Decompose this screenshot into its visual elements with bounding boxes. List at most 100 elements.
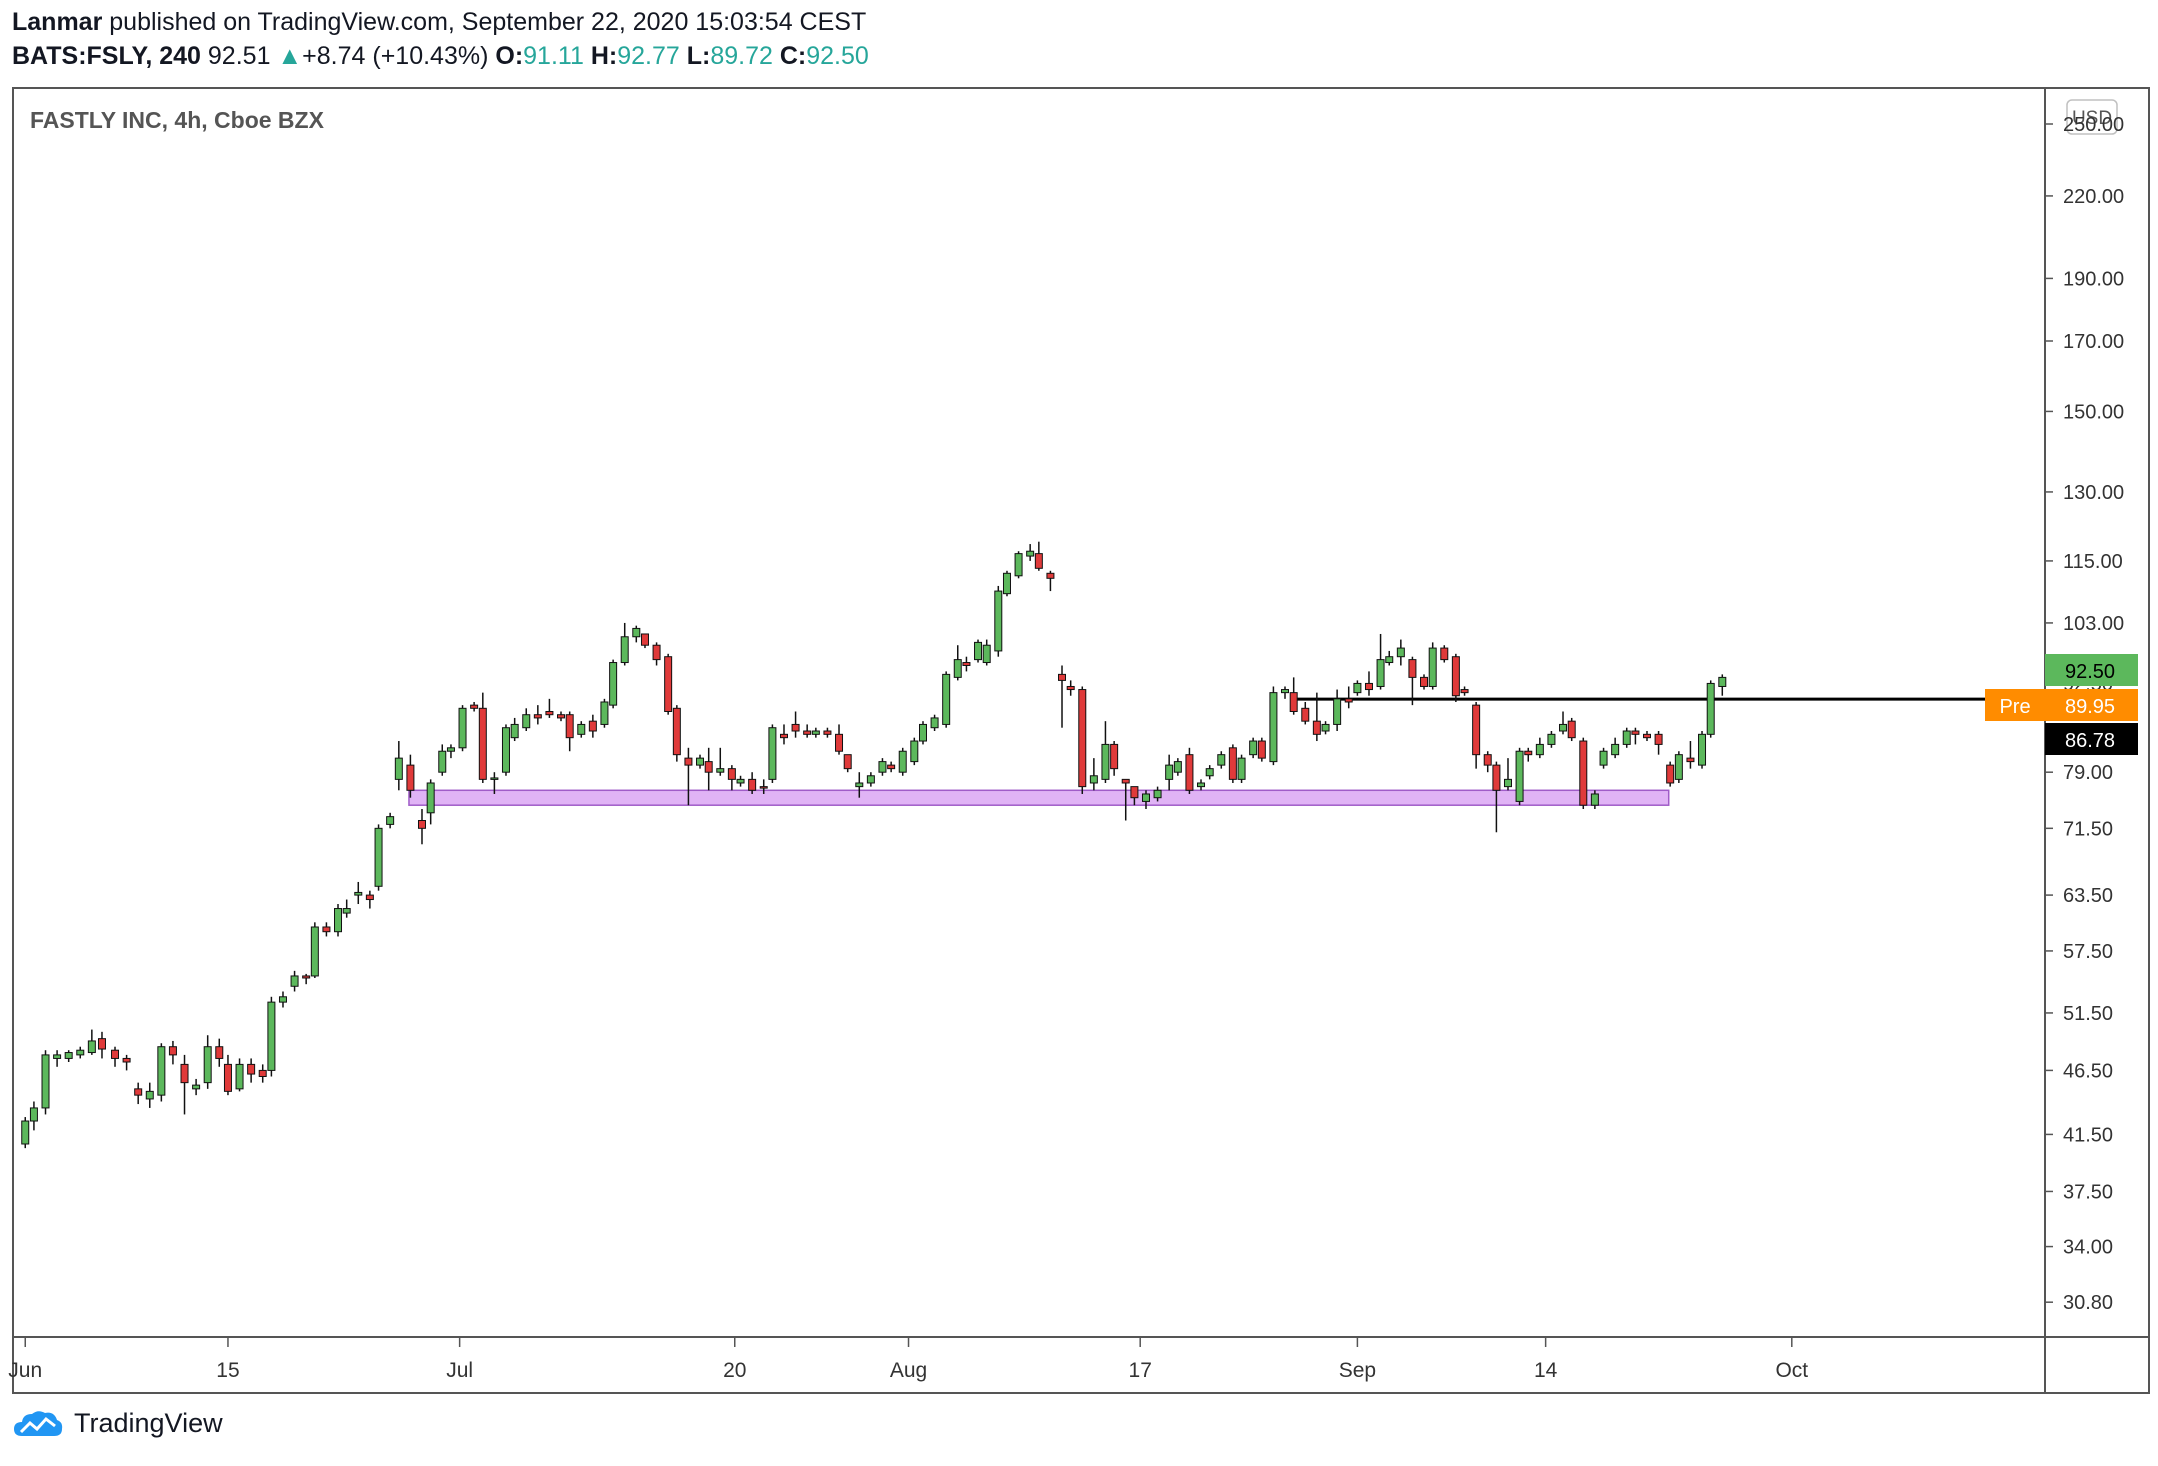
candle-body	[1228, 747, 1237, 780]
candle-body	[1237, 757, 1246, 780]
candle	[203, 1035, 212, 1089]
candle-body	[510, 723, 519, 739]
x-tick-label: Jun	[8, 1359, 42, 1382]
candle-body	[748, 778, 757, 791]
candle-body	[982, 644, 991, 664]
candle	[878, 758, 887, 776]
candle	[974, 639, 983, 663]
high-label: H:	[590, 42, 618, 70]
candle-body	[887, 764, 896, 770]
candle	[1451, 653, 1460, 702]
candle	[1396, 639, 1405, 666]
candle	[1089, 758, 1098, 791]
candle	[87, 1029, 96, 1055]
close-label: C:	[779, 42, 807, 70]
pre-label-bg	[1985, 689, 2045, 721]
candle	[910, 737, 919, 766]
candle	[406, 754, 415, 798]
candle-body	[1269, 692, 1278, 763]
candle	[1101, 721, 1110, 783]
candle-body	[930, 717, 939, 729]
candle-body	[878, 761, 887, 773]
candle-body	[365, 894, 374, 901]
candle-body	[1257, 740, 1266, 759]
candle	[1257, 737, 1266, 762]
candle-body	[1643, 733, 1651, 739]
candle-body	[1321, 723, 1330, 732]
candle	[533, 705, 542, 725]
candle-body	[1440, 647, 1449, 661]
candle-body	[866, 775, 875, 784]
candle-body	[1205, 768, 1214, 777]
candle	[1026, 544, 1035, 561]
currency-button[interactable]: USD	[2066, 99, 2118, 135]
candle-body	[565, 714, 574, 739]
candle-body	[310, 926, 319, 977]
candle	[1185, 747, 1194, 794]
support-zone[interactable]	[408, 789, 1670, 806]
candle	[1321, 721, 1330, 735]
y-tick-label: 150.00	[2063, 401, 2124, 423]
candle	[1110, 741, 1119, 776]
y-tick-label: 170.00	[2063, 331, 2124, 353]
candle	[1281, 686, 1289, 699]
candle	[1408, 656, 1417, 706]
candle-body	[29, 1107, 38, 1122]
candle	[1686, 741, 1695, 769]
candle	[21, 1117, 30, 1149]
candle-body	[223, 1063, 232, 1092]
candle-body	[1631, 730, 1640, 735]
y-tick-label: 130.00	[2063, 482, 2124, 504]
candle-body	[1197, 782, 1206, 788]
footer-brand[interactable]: TradingView	[12, 1406, 223, 1440]
candle	[919, 721, 927, 745]
candle-body	[974, 641, 983, 661]
candle-body	[490, 777, 499, 780]
candle-body	[235, 1063, 244, 1090]
candle	[478, 692, 487, 783]
candle-body	[898, 750, 907, 773]
candle	[76, 1046, 85, 1059]
candle	[258, 1064, 267, 1083]
candle	[1228, 744, 1237, 783]
candle	[426, 779, 435, 825]
x-tick-label: 15	[216, 1359, 239, 1382]
candle-body	[290, 975, 299, 987]
candle-body	[1066, 685, 1075, 691]
low-label: L:	[686, 42, 711, 70]
author-name[interactable]: Lanmar	[12, 8, 103, 36]
candle-body	[354, 891, 363, 896]
candle-body	[1364, 682, 1373, 691]
candle	[134, 1082, 143, 1105]
candle	[1249, 737, 1258, 759]
price-tag-value: 89.95	[2065, 696, 2115, 718]
candle-body	[684, 757, 693, 766]
candle	[1197, 779, 1206, 791]
candle-body	[843, 754, 852, 770]
candle-body	[919, 723, 927, 742]
candle	[835, 724, 844, 755]
candle	[97, 1031, 106, 1059]
chart-area[interactable]: FASTLY INC, 4h, Cboe BZX USD 250.00 220.0…	[0, 0, 2158, 1400]
candle-body	[855, 782, 864, 788]
candle-body	[1110, 743, 1119, 770]
candle-body	[672, 707, 681, 756]
candle-body	[736, 778, 745, 784]
candle	[278, 991, 287, 1008]
candle	[803, 724, 812, 738]
y-tick-label: 220.00	[2063, 186, 2124, 208]
candle	[962, 656, 971, 672]
candle	[1344, 686, 1353, 709]
candle-body	[111, 1049, 120, 1059]
candle-body	[1185, 754, 1194, 791]
candle	[235, 1058, 244, 1092]
candle-body	[1333, 698, 1342, 725]
candle-body	[962, 662, 971, 666]
candle	[942, 671, 951, 728]
candle-body	[426, 782, 435, 814]
candle	[855, 772, 864, 798]
candle	[192, 1078, 201, 1096]
candle	[565, 711, 574, 752]
candle	[1666, 761, 1675, 787]
candle-body	[1002, 572, 1011, 595]
